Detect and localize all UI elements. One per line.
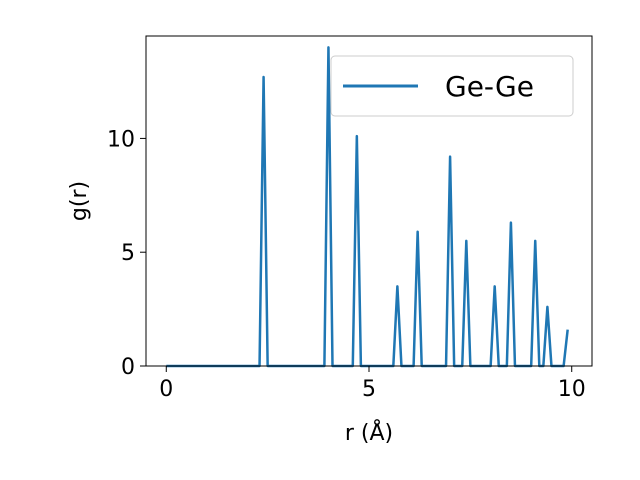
y-tick-label: 10: [107, 127, 135, 152]
legend: Ge-Ge: [330, 55, 574, 117]
y-tick-label: 5: [121, 241, 135, 266]
x-axis-label: r (Å): [345, 419, 393, 446]
series-line-0: [166, 46, 569, 368]
y-tick-label: 0: [121, 355, 135, 380]
x-tick-label: 10: [558, 377, 586, 402]
y-axis: 0 5 10: [107, 127, 146, 380]
plot-area: [166, 46, 569, 368]
y-axis-label: g(r): [67, 181, 92, 221]
x-tick-label: 0: [159, 377, 173, 402]
x-tick-label: 5: [362, 377, 376, 402]
legend-label: Ge-Ge: [445, 70, 534, 103]
x-axis: 0 5 10: [159, 366, 586, 402]
legend-box: [330, 55, 574, 117]
